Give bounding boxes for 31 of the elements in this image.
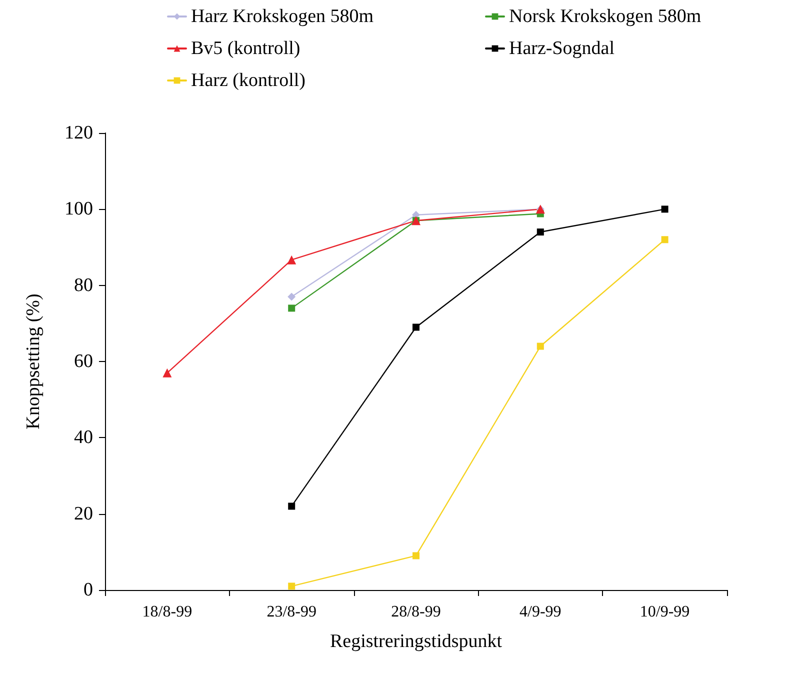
legend-label: Harz Krokskogen 580m (191, 6, 374, 27)
point (287, 255, 296, 264)
point (288, 502, 296, 510)
y-tick-label: 80 (74, 274, 93, 296)
legend-label: Bv5 (kontroll) (191, 38, 300, 59)
y-axis-title: Knoppsetting (%) (23, 294, 44, 430)
point (288, 582, 296, 590)
legend-label: Harz (kontroll) (191, 70, 306, 91)
y-tick-label: 20 (74, 503, 93, 524)
point (536, 228, 544, 236)
y-tick-label: 60 (74, 351, 93, 372)
y-tick-label: 0 (84, 580, 93, 600)
legend-label: Harz-Sogndal (509, 38, 615, 59)
point (661, 236, 668, 244)
x-tick-label: 4/9-99 (520, 604, 562, 620)
point (661, 206, 668, 213)
y-tick-label: 40 (74, 427, 93, 448)
point (412, 324, 420, 331)
x-tick-label: 28/8-99 (391, 604, 441, 620)
x-tick-label: 18/8-99 (142, 604, 192, 620)
x-tick-label: 10/9-99 (640, 604, 690, 620)
point (536, 342, 544, 350)
x-tick-label: 23/8-99 (266, 604, 316, 620)
point (162, 368, 172, 378)
x-axis-title: Registreringstidspunkt (330, 631, 503, 652)
point (412, 552, 420, 560)
y-tick-label: 120 (64, 122, 93, 144)
y-tick-label: 100 (64, 198, 93, 220)
point (288, 292, 296, 301)
legend-label: Norsk Krokskogen 580m (509, 6, 702, 27)
point (288, 304, 296, 312)
